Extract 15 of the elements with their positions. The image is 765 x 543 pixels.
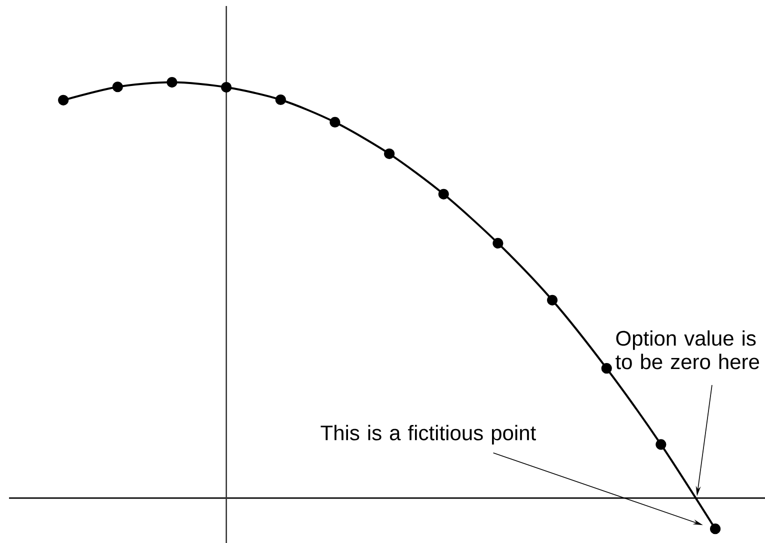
point [166,76,178,88]
annotation: This is a fictitious point [320,424,536,444]
point [384,148,395,160]
point [438,188,449,200]
point [58,94,69,106]
point [656,439,666,450]
point [547,294,558,306]
point [492,238,504,249]
point [330,116,340,128]
point [601,363,612,374]
annotation: Option value is to be zero here [616,330,760,370]
point [275,94,286,106]
point [710,524,721,534]
point [221,82,232,93]
point [112,82,123,92]
